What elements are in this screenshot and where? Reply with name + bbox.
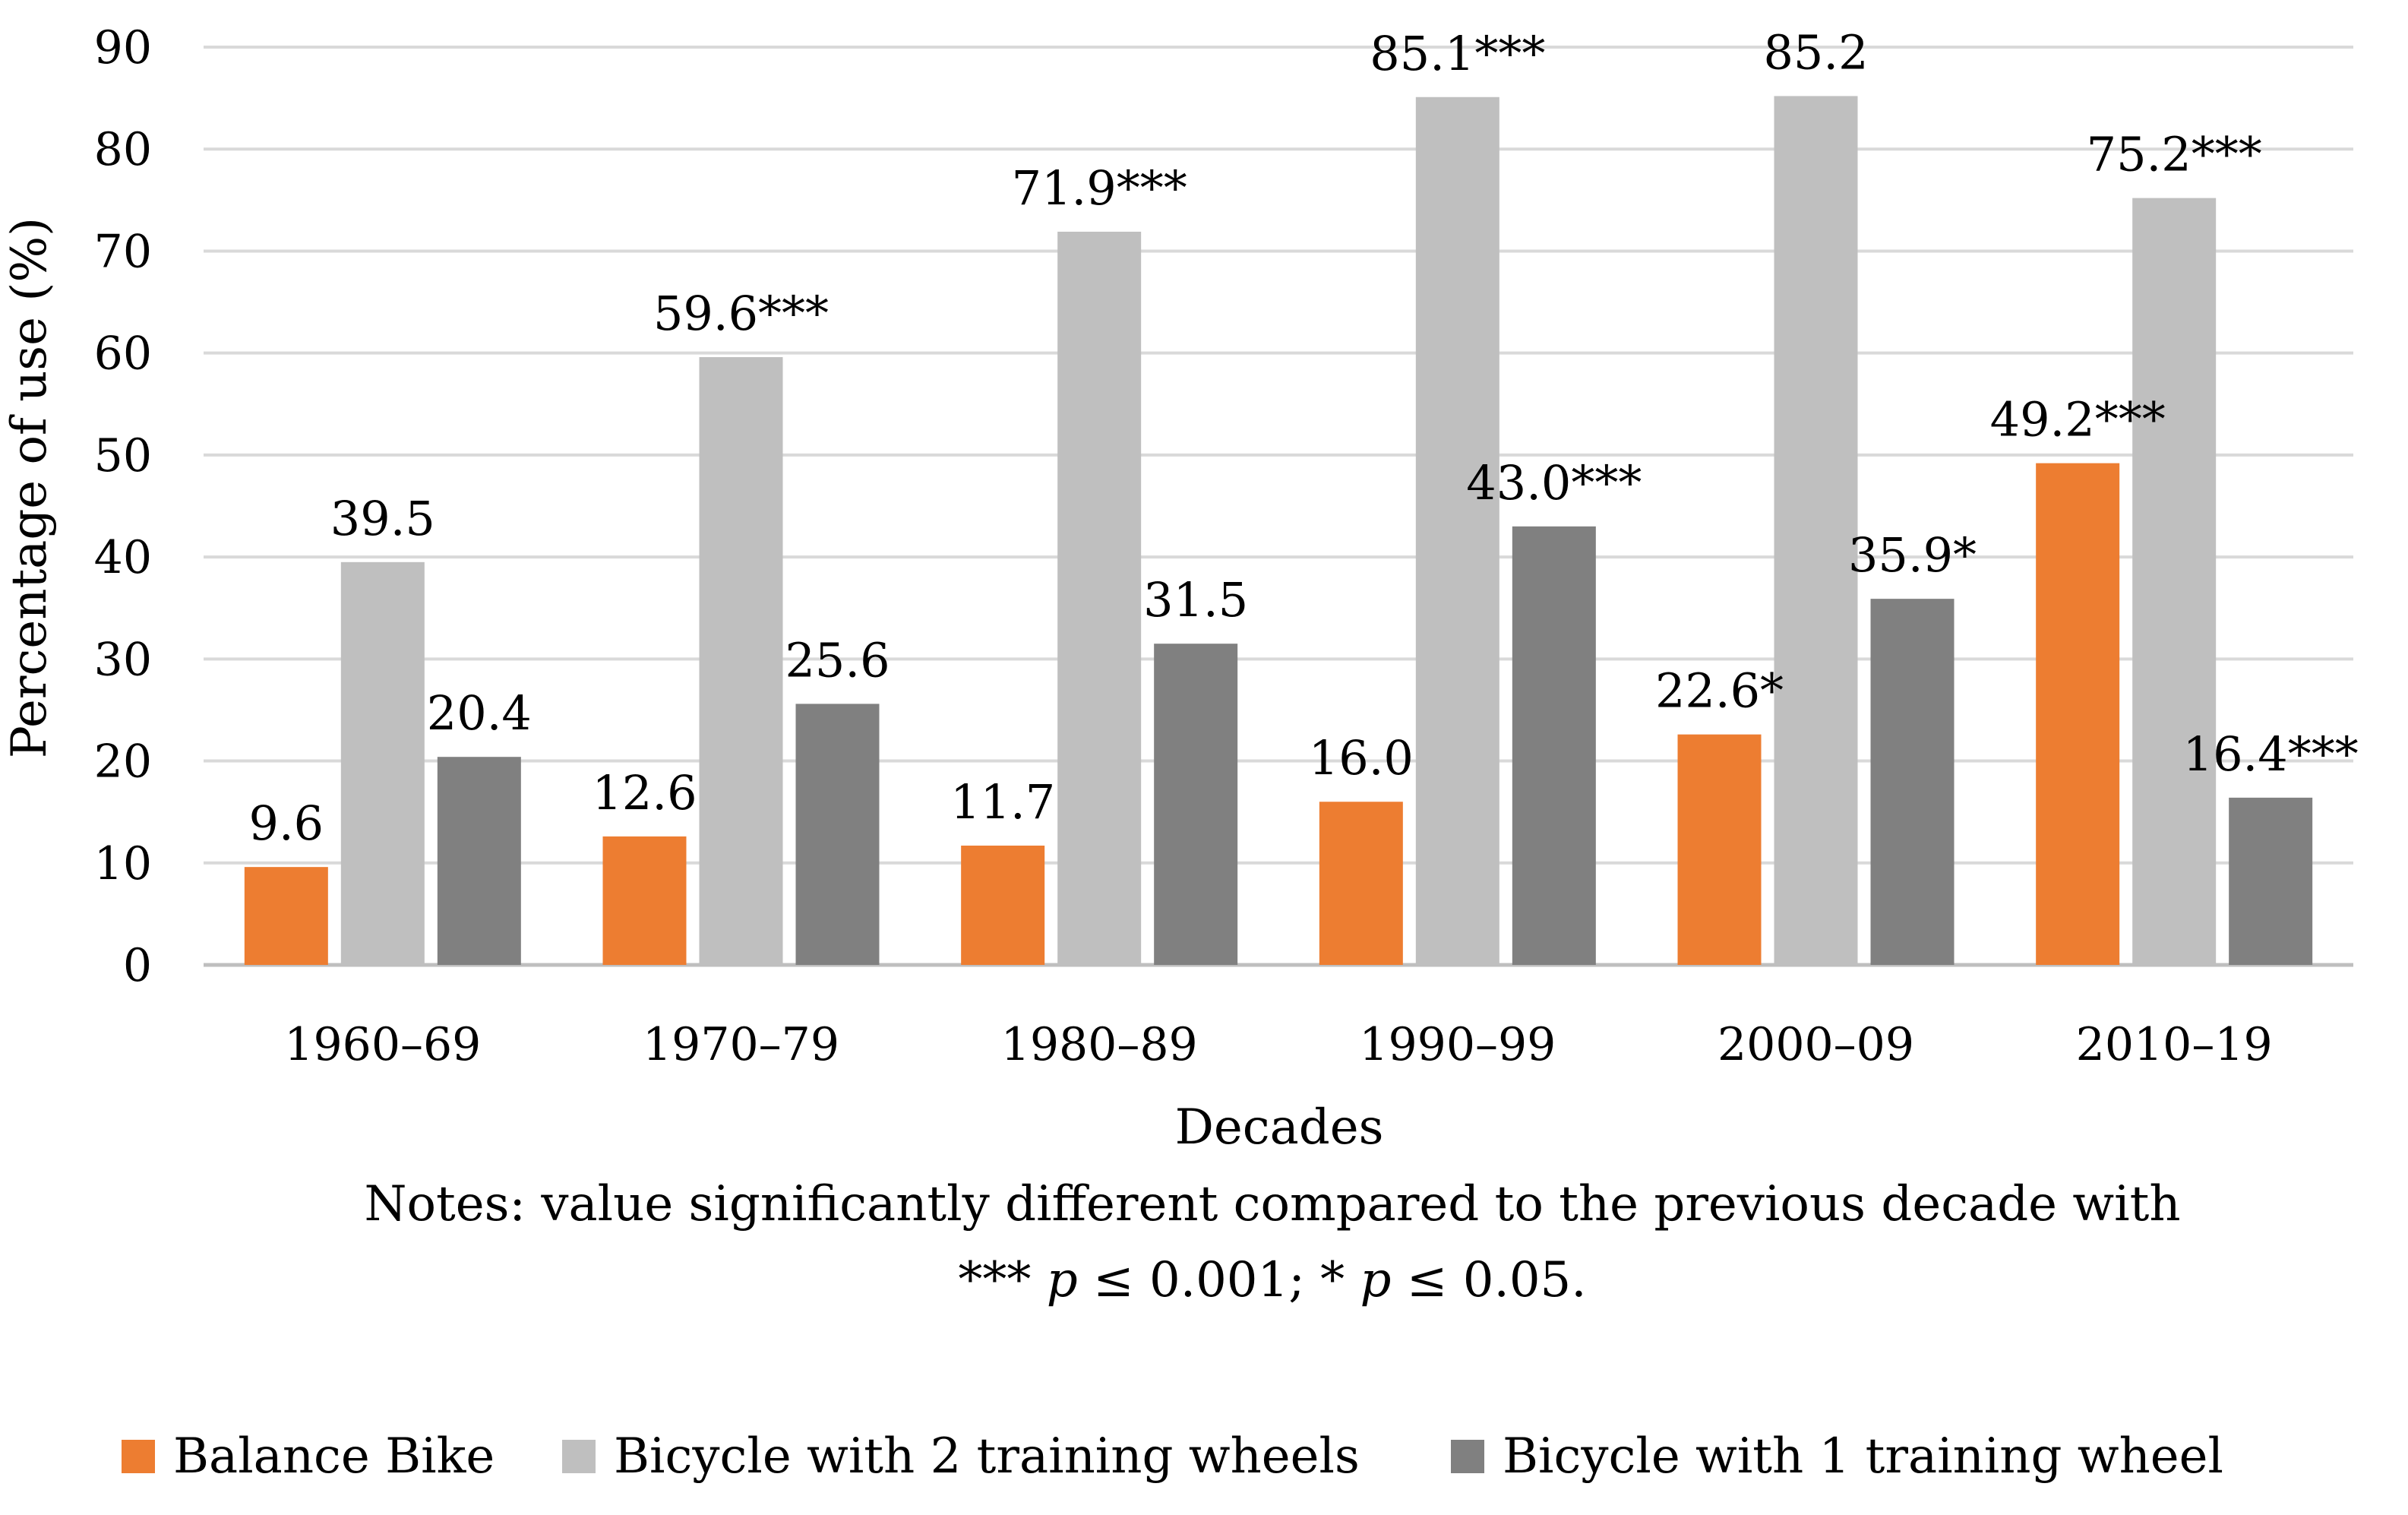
data-label: 22.6* [1655,663,1784,719]
data-label: 20.4 [427,685,532,741]
data-label: 49.2*** [1990,392,2166,448]
data-label: 25.6 [785,632,890,688]
y-tick-label: 80 [94,123,152,176]
y-tick-label: 10 [94,837,152,890]
x-tick-label: 2010–19 [2076,1018,2273,1071]
legend-swatch [122,1440,155,1473]
bar-bicycle-with-2-training-wheels-1960–69 [340,561,425,965]
data-labels: 9.6 39.5 20.4 12.6 59.6*** 25.6 11.7 71.9*** 31.… [249,24,2359,851]
bar-balance-bike-2010–19 [2036,463,2120,965]
x-tick-label: 1970–79 [643,1018,839,1071]
data-label: 85.2 [1763,24,1868,80]
legend: Balance Bike Bicycle with 2 training whee… [122,1428,2223,1485]
notes-threshold-1: ≤ 0.001; * [1078,1252,1360,1308]
x-tick-label: 2000–09 [1718,1018,1914,1071]
x-axis-ticks: 1960–69 1970–79 1980–89 1990–99 2000–09 2010–… [284,1018,2272,1071]
notes-line-2: *** p ≤ 0.001; * p ≤ 0.05. [958,1252,1586,1308]
data-label: 16.4*** [2183,726,2359,782]
x-tick-label: 1990–99 [1359,1018,1556,1071]
bar-bicycle-with-1-training-wheel-1960–69 [437,757,521,965]
legend-label: Bicycle with 1 training wheel [1503,1428,2223,1485]
y-tick-label: 20 [94,735,152,789]
x-axis-title: Decades [1175,1099,1384,1156]
data-label: 43.0*** [1466,455,1642,511]
legend-label: Balance Bike [173,1428,495,1485]
y-axis-ticks: 0 10 20 30 40 50 60 70 80 90 [94,21,152,992]
data-label: 31.5 [1143,572,1248,628]
legend-swatch [1451,1440,1484,1473]
y-tick-label: 90 [94,21,152,74]
x-tick-label: 1980–89 [1001,1018,1198,1071]
notes-stars-3: *** [958,1252,1046,1308]
notes-p-2: p [1360,1252,1391,1308]
legend-swatch [562,1440,596,1473]
data-label: 39.5 [330,491,435,546]
bar-balance-bike-1970–79 [602,836,687,965]
data-label: 59.6*** [653,286,829,341]
notes-line-1: Notes: value significantly different com… [364,1176,2180,1232]
data-label: 12.6 [592,765,697,821]
y-tick-label: 0 [123,939,152,992]
notes-threshold-2: ≤ 0.05. [1391,1252,1586,1308]
data-label: 11.7 [950,774,1055,830]
y-tick-label: 30 [94,633,152,686]
bar-bicycle-with-1-training-wheel-1990–99 [1512,526,1596,965]
gridlines [204,46,2353,967]
y-axis-title: Percentage of use (%) [2,217,58,758]
bar-balance-bike-1980–89 [961,845,1045,965]
bar-bicycle-with-1-training-wheel-2010–19 [2229,797,2313,965]
bar-balance-bike-2000–09 [1677,734,1762,965]
bar-bicycle-with-2-training-wheels-1980–89 [1057,231,1142,965]
data-label: 35.9* [1848,527,1977,583]
bars [244,96,2313,966]
bar-bicycle-with-2-training-wheels-1990–99 [1415,96,1499,965]
bar-bicycle-with-1-training-wheel-2000–09 [1870,599,1955,965]
bar-bicycle-with-2-training-wheels-2010–19 [2132,198,2217,965]
data-label: 85.1*** [1370,26,1545,81]
bar-bicycle-with-1-training-wheel-1980–89 [1154,644,1238,965]
bar-balance-bike-1960–69 [244,867,328,965]
y-tick-label: 40 [94,531,152,584]
x-tick-label: 1960–69 [284,1018,481,1071]
notes-p-1: p [1047,1252,1078,1308]
data-label: 16.0 [1309,730,1414,786]
data-label: 75.2*** [2087,127,2262,182]
bar-balance-bike-1990–99 [1319,802,1403,965]
data-label: 71.9*** [1012,160,1187,216]
bar-bicycle-with-2-training-wheels-1970–79 [699,357,783,966]
bar-bicycle-with-2-training-wheels-2000–09 [1774,96,1858,966]
y-tick-label: 50 [94,429,152,482]
y-tick-label: 60 [94,327,152,381]
y-tick-label: 70 [94,225,152,278]
data-label: 9.6 [249,795,324,851]
bar-bicycle-with-1-training-wheel-1970–79 [795,704,880,965]
legend-label: Bicycle with 2 training wheels [614,1428,1360,1485]
